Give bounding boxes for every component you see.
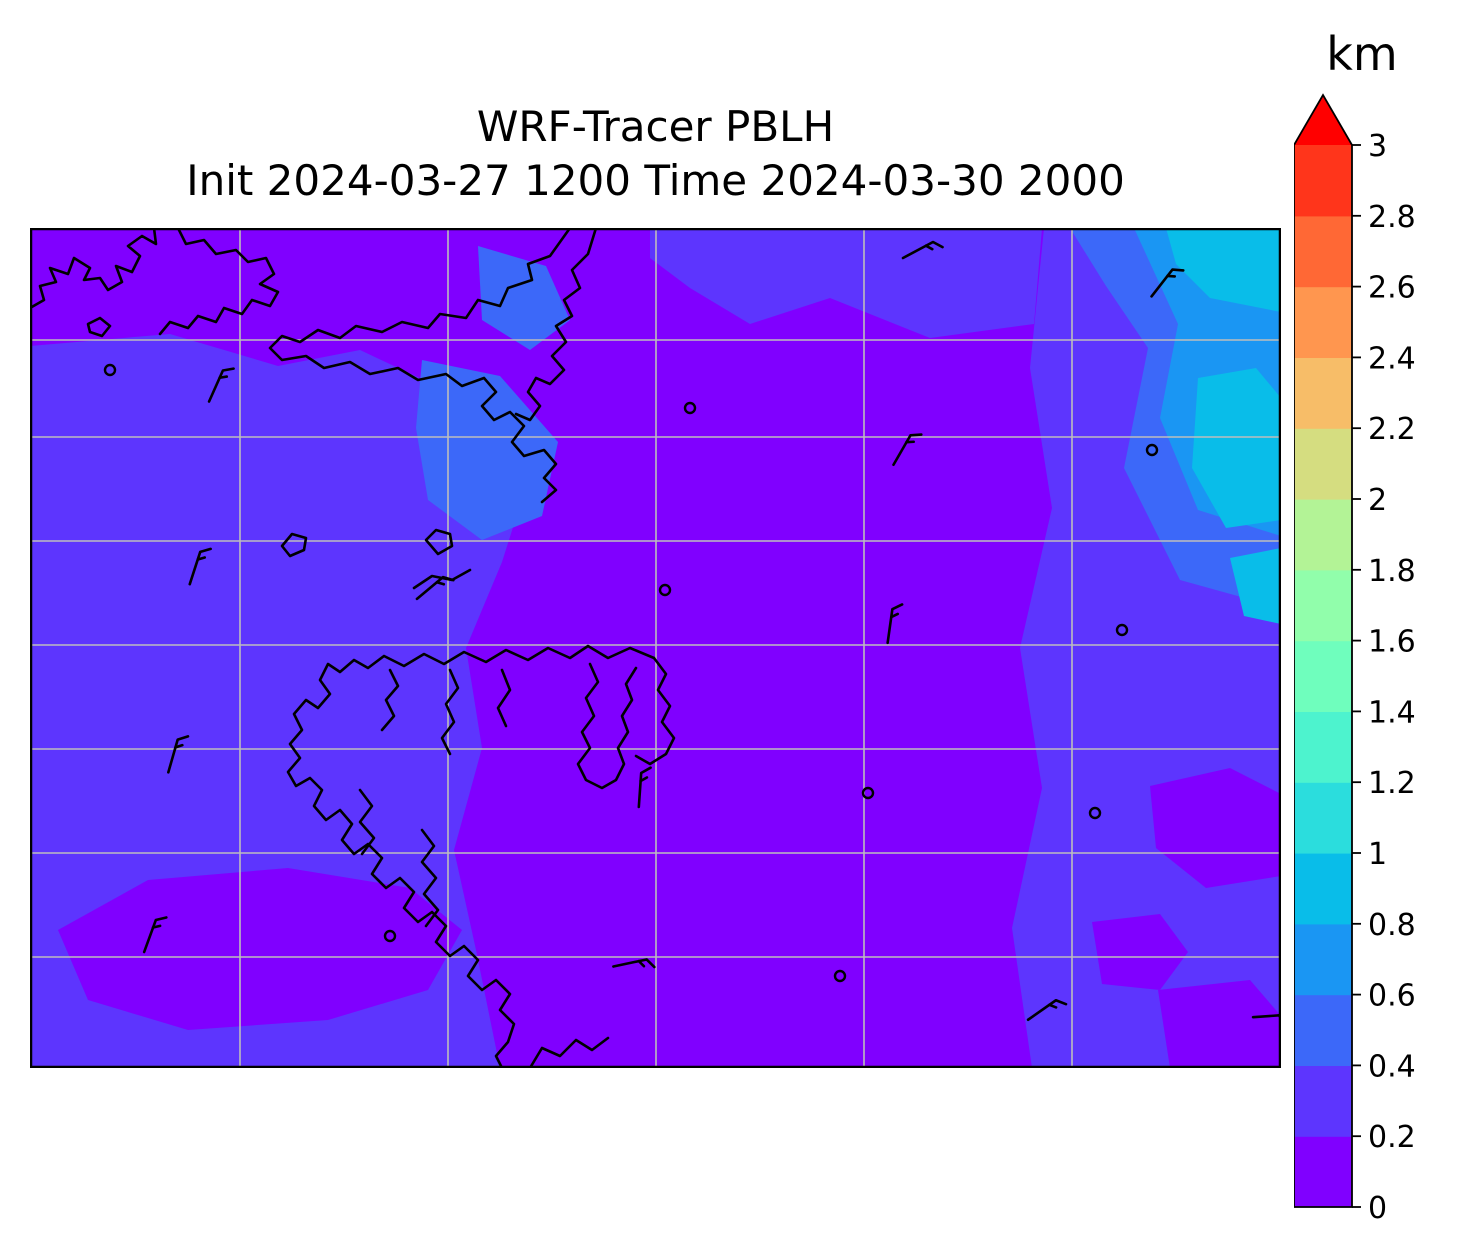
coastline-island bbox=[424, 528, 454, 556]
colorbar-segment bbox=[1294, 782, 1352, 854]
title-line2: Init 2024-03-27 1200 Time 2024-03-30 200… bbox=[186, 156, 1125, 205]
colorbar-segment bbox=[1294, 1065, 1352, 1137]
coastline-island bbox=[280, 532, 308, 558]
field-east-patch-0-0.2km bbox=[1150, 768, 1281, 888]
field-patch-0.4-0.6km bbox=[478, 246, 570, 350]
calm-wind-circle bbox=[103, 363, 117, 377]
colorbar-segment bbox=[1294, 923, 1352, 996]
colorbar-tick-label: 1.4 bbox=[1368, 695, 1416, 730]
colorbar-segment bbox=[1294, 711, 1352, 783]
wind-barb bbox=[142, 916, 168, 954]
coastline-fjord bbox=[420, 828, 440, 928]
colorbar-segment bbox=[1294, 215, 1352, 288]
colorbar-segment bbox=[1294, 499, 1352, 571]
plot-title: WRF-Tracer PBLH Init 2024-03-27 1200 Tim… bbox=[30, 100, 1281, 208]
wind-barb bbox=[1150, 268, 1185, 298]
colorbar-group: 0 0.2 0.4 0.6 0.8 1 1.2 1.4 1.6 1.8 2 2.2 2.4 2.6 2.8 3… bbox=[1294, 27, 1416, 1226]
colorbar-tick-label: 0.8 bbox=[1368, 908, 1416, 943]
field-ne-0.8-1.0km bbox=[1192, 368, 1281, 528]
colorbar: 0 0.2 0.4 0.6 0.8 1 1.2 1.4 1.6 1.8 2 2.2 2.4 2.6 2.8 3… bbox=[1294, 27, 1416, 1226]
colorbar-segment bbox=[1294, 994, 1352, 1066]
colorbar-extend-arrow bbox=[1294, 95, 1352, 145]
calm-wind-circle bbox=[383, 929, 397, 943]
wind-barb bbox=[1026, 998, 1068, 1022]
colorbar-tick-label: 2.8 bbox=[1368, 200, 1416, 235]
field-east-patch-0-0.2km bbox=[1092, 914, 1188, 990]
colorbar-segment bbox=[1294, 853, 1352, 925]
wind-barb bbox=[167, 735, 190, 774]
coastline-path bbox=[268, 228, 572, 504]
colorbar-tick-label: 0.2 bbox=[1368, 1120, 1416, 1155]
coastline-path bbox=[30, 228, 158, 310]
colorbar-segment bbox=[1294, 640, 1352, 712]
coastline-path bbox=[286, 644, 656, 1068]
coastline-path bbox=[158, 228, 280, 336]
field-ne-0.8-1.0km bbox=[1166, 228, 1281, 312]
coastline-fjord bbox=[358, 788, 376, 856]
calm-wind-circle bbox=[833, 969, 847, 983]
colorbar-segment bbox=[1294, 286, 1352, 358]
colorbar-outline bbox=[1294, 93, 1353, 1208]
gridlines bbox=[30, 228, 1281, 1068]
coastline-fjord bbox=[576, 662, 638, 790]
colorbar-tick-label: 0.4 bbox=[1368, 1049, 1416, 1084]
colorbar-tick-label: 2.4 bbox=[1368, 341, 1416, 376]
colorbar-tick-label: 2 bbox=[1368, 483, 1387, 518]
wind-barbs bbox=[103, 240, 1281, 1025]
field-ne-0.8-1.0km bbox=[1230, 548, 1281, 624]
wind-barb bbox=[188, 547, 212, 586]
calm-wind-circle bbox=[1088, 806, 1102, 820]
colorbar-tick-label: 0 bbox=[1368, 1191, 1387, 1226]
coastline-island bbox=[86, 316, 112, 338]
wind-barb bbox=[637, 766, 652, 809]
calm-wind-circle bbox=[1115, 623, 1129, 637]
field-patch-0.4-0.6km bbox=[416, 360, 558, 540]
calm-wind-circle bbox=[683, 401, 697, 415]
coastline-path bbox=[528, 1036, 610, 1068]
calm-wind-circle bbox=[658, 583, 672, 597]
colorbar-segment bbox=[1294, 1136, 1352, 1208]
colorbar-unit-label: km bbox=[1326, 27, 1397, 81]
map-plot bbox=[30, 228, 1281, 1068]
field-sw-blob-0-0.2km bbox=[58, 868, 462, 1030]
coastline-fjord bbox=[634, 656, 676, 766]
colorbar-tick-label: 1.8 bbox=[1368, 554, 1416, 589]
colorbar-tick-label: 2.2 bbox=[1368, 412, 1416, 447]
colorbar-tick-label: 1.6 bbox=[1368, 625, 1416, 660]
coastline-fjord bbox=[380, 668, 400, 732]
wind-barb bbox=[886, 603, 904, 645]
coastline-path bbox=[514, 228, 598, 422]
colorbar-tick-label: 1 bbox=[1368, 837, 1387, 872]
colorbar-segment bbox=[1294, 428, 1352, 500]
calm-wind-circle bbox=[1145, 443, 1159, 457]
colorbar-segment bbox=[1294, 569, 1352, 642]
calm-wind-circle bbox=[861, 786, 875, 800]
field-north-strip-0.2-0.4km bbox=[650, 228, 1042, 338]
colorbar-segment bbox=[1294, 357, 1352, 429]
wind-barb bbox=[901, 240, 944, 260]
plot-frame bbox=[30, 228, 1281, 1068]
colorbar-tick-label: 0.6 bbox=[1368, 979, 1416, 1014]
colorbar-tick-label: 2.6 bbox=[1368, 271, 1416, 306]
coastline-fjord bbox=[440, 668, 460, 756]
coastlines bbox=[30, 228, 676, 1068]
wind-barb bbox=[207, 367, 235, 403]
coastline-fjord bbox=[496, 668, 512, 728]
wind-barb bbox=[415, 575, 455, 601]
wind-barb bbox=[892, 433, 923, 467]
colorbar-segment bbox=[1294, 145, 1352, 217]
colorbar-tick-label: 1.2 bbox=[1368, 766, 1416, 801]
field-east-patch-0-0.2km bbox=[1158, 980, 1281, 1068]
wind-barb bbox=[612, 958, 656, 969]
title-line1: WRF-Tracer PBLH bbox=[476, 102, 835, 151]
colorbar-tick-label: 3 bbox=[1368, 129, 1387, 164]
